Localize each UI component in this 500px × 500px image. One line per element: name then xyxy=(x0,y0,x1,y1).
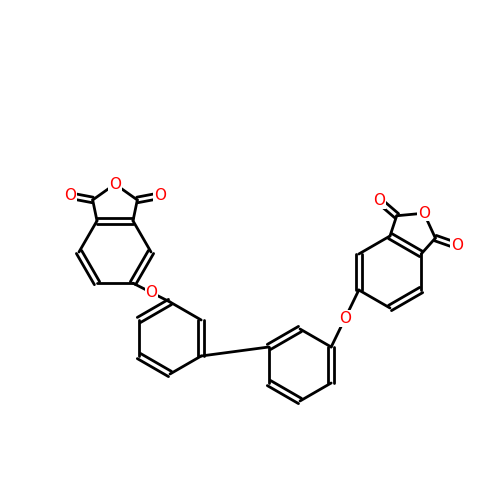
Text: O: O xyxy=(374,194,386,208)
Text: O: O xyxy=(146,285,158,300)
Text: O: O xyxy=(64,188,76,203)
Text: O: O xyxy=(418,206,430,220)
Text: O: O xyxy=(451,238,463,253)
Text: O: O xyxy=(339,311,351,326)
Text: O: O xyxy=(109,176,121,192)
Text: O: O xyxy=(154,188,166,203)
